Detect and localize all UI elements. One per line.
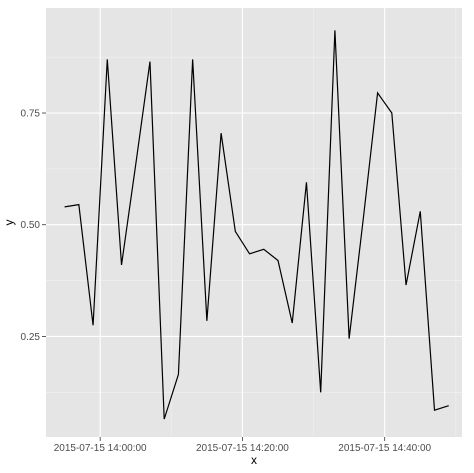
y-tick-label-1: 0.50 bbox=[21, 220, 41, 231]
x-tick-label-2: 2015-07-15 14:40:00 bbox=[338, 443, 431, 454]
plot-panel bbox=[46, 8, 462, 437]
x-axis-title: x bbox=[251, 453, 257, 467]
y-axis-title: y bbox=[2, 220, 16, 226]
y-tick-label-0: 0.25 bbox=[21, 332, 41, 343]
y-tick-label-2: 0.75 bbox=[21, 109, 41, 120]
minor-gridlines bbox=[46, 8, 462, 437]
major-gridlines bbox=[46, 8, 462, 437]
y-axis-ticks: 0.25 0.50 0.75 bbox=[21, 109, 46, 343]
x-axis-ticks: 2015-07-15 14:00:00 2015-07-15 14:20:00 20… bbox=[54, 437, 432, 454]
series-line-0 bbox=[64, 30, 449, 420]
series-layer bbox=[64, 30, 449, 420]
x-tick-label-1: 2015-07-15 14:20:00 bbox=[196, 443, 289, 454]
x-tick-label-0: 2015-07-15 14:00:00 bbox=[54, 443, 147, 454]
